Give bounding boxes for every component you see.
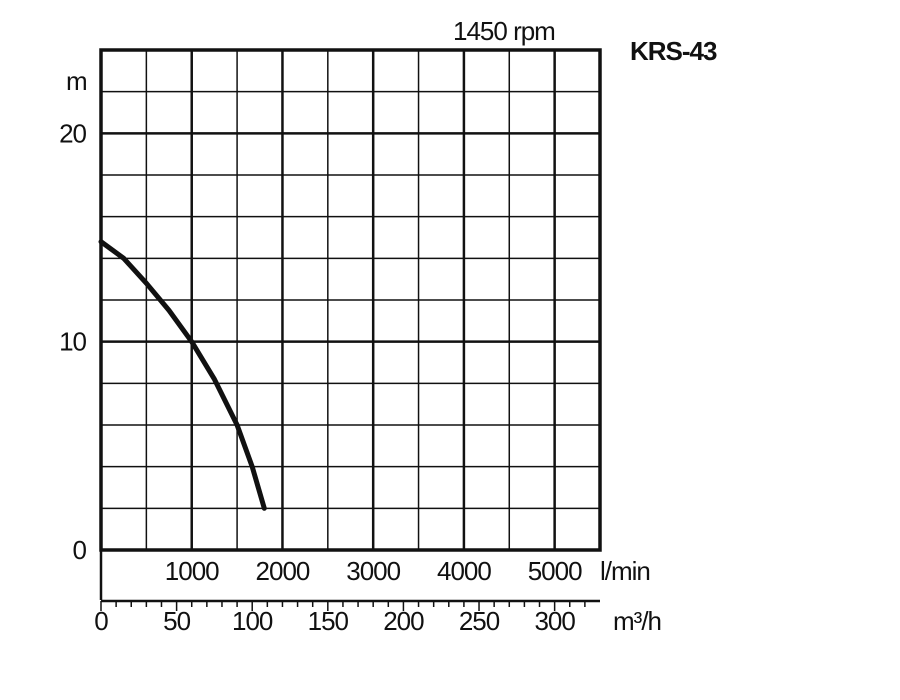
m3h-tick-label: 0 bbox=[94, 606, 108, 636]
m3h-tick-label: 150 bbox=[308, 606, 349, 636]
m3h-tick-label: 250 bbox=[459, 606, 500, 636]
x-axis-label-m3h: m³/h bbox=[613, 606, 661, 636]
y-tick-label: 10 bbox=[59, 327, 86, 357]
y-axis-tick-labels: 0 10 20 bbox=[59, 118, 87, 565]
series-line-head-curve bbox=[98, 239, 267, 511]
chart-subtitle-rpm: 1450 rpm bbox=[453, 16, 555, 46]
lmin-tick-label: 5000 bbox=[528, 556, 582, 586]
m3h-axis-tick-labels: 0 50 100 150 200 250 300 bbox=[94, 606, 576, 636]
chart-title: KRS-43 bbox=[630, 36, 717, 66]
lmin-tick-label: 1000 bbox=[165, 556, 219, 586]
lmin-tick-label: 2000 bbox=[256, 556, 310, 586]
x-axis-label-lmin: l/min bbox=[600, 556, 650, 586]
grid bbox=[101, 50, 600, 550]
lmin-tick-label: 3000 bbox=[346, 556, 400, 586]
m3h-tick-label: 200 bbox=[383, 606, 424, 636]
y-tick-label: 0 bbox=[73, 535, 87, 565]
m3h-tick-label: 300 bbox=[534, 606, 575, 636]
lmin-axis-tick-labels: 1000 2000 3000 4000 5000 bbox=[165, 556, 583, 586]
lmin-tick-label: 4000 bbox=[437, 556, 491, 586]
y-tick-label: 20 bbox=[59, 118, 86, 148]
plot-frame bbox=[99, 48, 602, 552]
m3h-tick-label: 50 bbox=[163, 606, 190, 636]
m3h-tick-label: 100 bbox=[232, 606, 273, 636]
m3h-axis-ticks bbox=[100, 601, 586, 611]
y-axis-label: m bbox=[66, 66, 87, 96]
